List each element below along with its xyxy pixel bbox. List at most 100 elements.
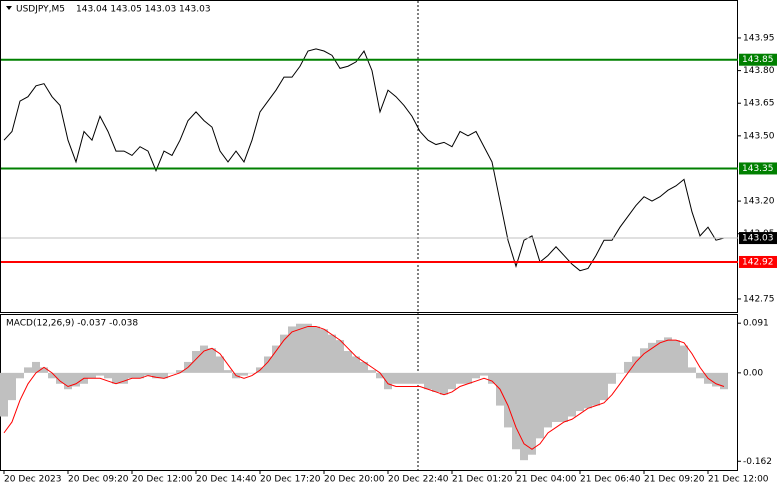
y-tick-label: 142.75 [743,294,775,304]
macd-bar [712,372,720,387]
price-pane [0,0,738,313]
macd-bar [584,372,592,409]
macd-bar [488,372,496,384]
y-tick-label: 143.65 [743,99,775,109]
price-line [3,48,725,272]
macd-bar [400,372,408,384]
macd-bar [208,348,216,373]
level-label: 143.35 [742,164,774,174]
macd-bar [720,372,728,390]
macd-bar [536,372,544,439]
macd-bar [0,372,8,417]
macd-bar [136,372,144,379]
macd-bar [48,372,56,379]
macd-bar [632,356,640,373]
macd-bar [24,367,32,373]
macd-bar [240,372,248,376]
macd-bar [672,340,680,373]
macd-bar [688,367,696,373]
macd-bar [448,372,456,390]
macd-bar [144,372,152,376]
y-tick-label: 0.00 [743,368,763,378]
menu-triangle [6,6,12,10]
macd-bar [360,361,368,373]
chart-title: USDJPY,M5 [16,5,65,15]
macd-bar [328,334,336,373]
macd-bar [568,372,576,417]
macd-bar [120,372,128,384]
level-label: 143.85 [742,55,774,65]
macd-bar [456,372,464,384]
macd-bar [648,342,656,373]
macd-bar [368,370,376,373]
level-box [739,232,777,245]
level-box [739,255,777,268]
macd-bar [200,345,208,373]
macd-bar [296,323,304,373]
macd-bar [424,372,432,390]
macd-bar [480,372,488,376]
macd-bar [288,326,296,373]
macd-bar [544,372,552,428]
macd-bar [408,372,416,384]
macd-bar [72,372,80,387]
macd-bar [152,372,160,379]
macd-bar [384,372,392,390]
macd-bar [64,372,72,390]
macd-bar [272,345,280,373]
y-tick-label: 143.20 [743,197,775,207]
x-tick-label: 20 Dec 14:40 [196,475,257,485]
macd-bar [560,372,568,422]
macd-bar [616,372,624,374]
x-tick-label: 20 Dec 22:40 [388,475,449,485]
macd-bar [112,372,120,384]
level-label: 143.03 [742,234,774,244]
x-tick-label: 21 Dec 09:20 [644,475,705,485]
macd-bar [32,361,40,373]
macd-bar [160,372,168,379]
macd-bar [128,372,136,379]
macd-bar [528,372,536,455]
x-tick-label: 20 Dec 20:00 [324,475,385,485]
x-tick-label: 21 Dec 01:20 [452,475,513,485]
macd-bar [608,372,616,384]
x-tick-label: 20 Dec 17:20 [260,475,321,485]
level-label: 142.92 [742,257,774,267]
macd-bar [696,372,704,379]
macd-bar [96,372,104,376]
x-tick-label: 20 Dec 09:20 [68,475,129,485]
macd-bar [312,326,320,373]
x-tick-label: 21 Dec 06:40 [580,475,641,485]
x-tick-label: 21 Dec 12:00 [708,475,769,485]
macd-bar [512,372,520,450]
macd-bar [264,356,272,373]
macd-bar [376,372,384,379]
macd-bar [416,372,424,384]
level-box [739,162,777,175]
x-tick-label: 20 Dec 2023 [4,475,62,485]
macd-bar [320,329,328,373]
macd-bar [440,372,448,395]
macd-bar [344,351,352,373]
y-tick-label: 143.80 [743,66,775,76]
macd-bar [504,372,512,428]
y-tick-label: -0.162 [743,457,772,467]
macd-title: MACD(12,26,9) -0.037 -0.038 [6,319,138,329]
macd-bar [656,340,664,373]
macd-bar [592,372,600,406]
macd-bar [640,348,648,373]
macd-bar [472,372,480,379]
macd-bar [248,372,256,374]
macd-bar [304,323,312,373]
macd-bar [600,372,608,401]
macd-bar [56,372,64,384]
macd-bar [168,372,176,374]
macd-pane [0,314,738,471]
y-tick-label: 143.95 [743,33,775,43]
macd-bar [40,367,48,373]
signal-line [3,325,725,450]
macd-bar [520,372,528,461]
chart-subtitle: 143.04 143.05 143.03 143.03 [76,5,211,15]
